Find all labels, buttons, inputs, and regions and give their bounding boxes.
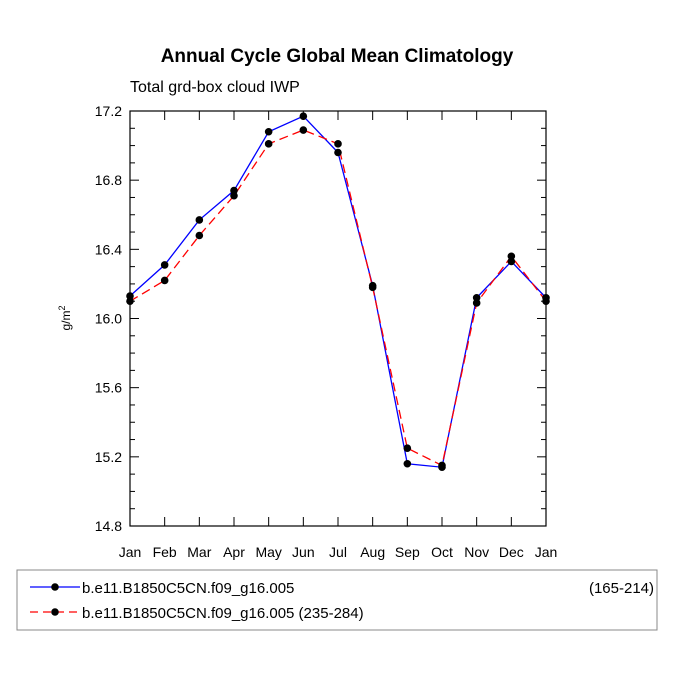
- chart-title: Annual Cycle Global Mean Climatology: [161, 46, 514, 67]
- x-tick-label: Mar: [187, 544, 211, 560]
- series-1-point: [334, 148, 342, 157]
- y-tick-label: 15.2: [95, 449, 122, 465]
- legend-label-series-1: b.e11.B1850C5CN.f09_g16.005: [82, 580, 294, 597]
- x-tick-label: Jun: [292, 544, 315, 560]
- series-2-point: [507, 252, 516, 261]
- x-tick-label: Jul: [329, 544, 347, 560]
- series-line-1: [129, 115, 547, 468]
- x-tick-label: Aug: [360, 544, 385, 560]
- series-2-point: [403, 444, 412, 452]
- legend-label-series-2: b.e11.B1850C5CN.f09_g16.005 (235-284): [82, 605, 364, 622]
- legend-marker-series-2: [51, 608, 59, 616]
- y-axis-label: g/m2: [57, 305, 73, 330]
- x-tick-label: Nov: [464, 544, 489, 560]
- y-tick-label: 16.4: [95, 241, 122, 257]
- x-axis: Jan Feb Mar Apr May Jun Jul Aug Sep Oct Nov Dec Jan: [119, 111, 558, 560]
- y-axis-label-unit: g/m: [59, 311, 73, 331]
- series-line-2: [129, 129, 547, 467]
- x-tick-label: Jan: [119, 544, 142, 560]
- series-2-point: [472, 299, 481, 307]
- series-2-point: [438, 461, 446, 470]
- series-layer: [126, 112, 550, 472]
- series-1-point: [403, 459, 412, 468]
- x-tick-label: May: [255, 544, 281, 560]
- y-tick-label: 16.8: [95, 172, 122, 188]
- series-2-point: [160, 276, 169, 285]
- y-axis-label-exponent: 2: [57, 305, 67, 310]
- series-2-point: [195, 231, 204, 240]
- series-2-point: [264, 140, 273, 148]
- series-2-point: [368, 283, 377, 292]
- x-tick-label: Jan: [535, 544, 558, 560]
- series-2-point: [299, 126, 308, 134]
- series-2-point: [230, 191, 238, 200]
- legend: b.e11.B1850C5CN.f09_g16.005 (165-214) b.…: [16, 569, 658, 631]
- y-tick-label: 14.8: [95, 518, 122, 534]
- y-tick-label: 15.6: [95, 380, 122, 396]
- series-1-point: [299, 112, 308, 120]
- y-axis: 14.8 15.2 15.6 16.0 16.4 16.8 17.2: [95, 103, 546, 534]
- series-1-point: [264, 127, 273, 136]
- x-tick-label: Apr: [223, 544, 245, 560]
- x-tick-label: Feb: [153, 544, 177, 560]
- x-tick-label: Dec: [499, 544, 524, 560]
- series-1-point: [160, 261, 169, 269]
- x-tick-label: Sep: [395, 544, 420, 560]
- chart-subtitle: Total grd-box cloud IWP: [130, 79, 300, 96]
- legend-marker-series-1: [51, 583, 59, 591]
- x-tick-label: Oct: [431, 544, 453, 560]
- y-tick-label: 17.2: [95, 103, 122, 119]
- legend-range-series-1: (165-214): [589, 580, 654, 597]
- y-tick-label: 16.0: [95, 311, 122, 327]
- series-2-point: [334, 140, 342, 148]
- plot-frame: [129, 110, 547, 527]
- legend-box: [16, 569, 658, 631]
- series-1-point: [195, 216, 204, 224]
